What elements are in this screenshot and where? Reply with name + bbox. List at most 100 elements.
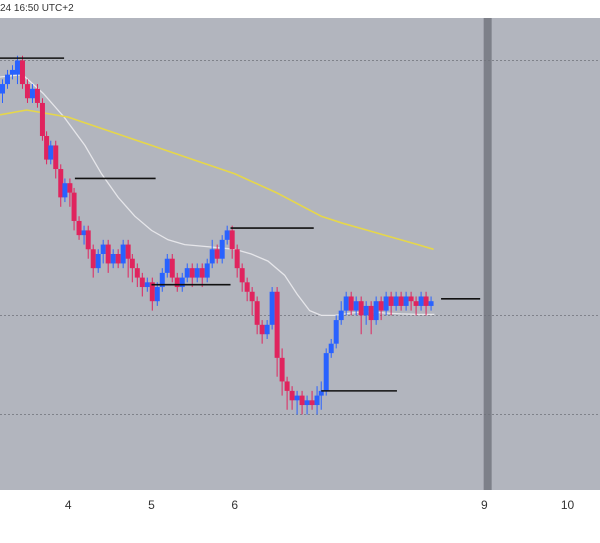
candle-body — [48, 145, 54, 160]
candle-body — [393, 296, 399, 306]
slow-moving-average-line — [0, 109, 434, 251]
candle-body — [403, 296, 409, 306]
candle-body — [9, 69, 15, 75]
candle-body — [304, 400, 310, 406]
candle-body — [14, 60, 20, 75]
candle-body — [323, 353, 329, 391]
candle-body — [115, 254, 121, 264]
candle-body — [219, 239, 225, 259]
candle-body — [214, 249, 220, 259]
price-chart-plot[interactable] — [0, 18, 600, 490]
candle-body — [284, 381, 290, 391]
candle-body — [269, 291, 275, 325]
candle-body — [254, 301, 260, 325]
candle-body — [418, 296, 424, 306]
candle-body — [62, 183, 68, 198]
candle-body — [348, 296, 354, 311]
candle-body — [209, 249, 215, 264]
candle-body — [294, 395, 300, 401]
candle-body — [24, 84, 30, 99]
candle-body — [184, 268, 190, 278]
candle-body — [44, 136, 50, 160]
candle-body — [144, 282, 150, 288]
candle-body — [328, 343, 334, 354]
candle-body — [81, 230, 87, 236]
candle-body — [39, 102, 45, 136]
candle-body — [229, 230, 235, 250]
candle-body — [76, 220, 82, 236]
candle-body — [264, 324, 270, 335]
candle-body — [100, 244, 106, 254]
candle-body — [373, 301, 379, 321]
candle-body — [398, 296, 404, 306]
candle-body — [67, 183, 73, 193]
candle-body — [423, 296, 429, 306]
candle-body — [19, 60, 25, 85]
candle-body — [383, 296, 389, 311]
candle-body — [279, 357, 285, 382]
candle-body — [169, 258, 175, 278]
candle-body — [343, 296, 349, 311]
candle-body — [71, 192, 77, 221]
candle-body — [164, 258, 170, 273]
candle-body — [314, 395, 320, 406]
candle-body — [105, 244, 111, 264]
x-tick-label: 6 — [231, 498, 239, 512]
candle-body — [234, 249, 240, 269]
x-tick-label: 10 — [560, 498, 575, 512]
candle-body — [179, 277, 185, 288]
candle-body — [120, 244, 126, 264]
candle-body — [309, 400, 315, 406]
candle-body — [388, 296, 394, 306]
candle-body — [224, 230, 230, 240]
candle-body — [139, 277, 145, 288]
chart-header: 24 16:50 UTC+2 — [0, 0, 600, 18]
candle-body — [299, 395, 305, 406]
candle-body — [29, 88, 35, 99]
candle-body — [134, 268, 140, 278]
candle-body — [363, 305, 369, 316]
candle-body — [53, 145, 59, 170]
candle-body — [318, 390, 324, 396]
candle-body — [244, 282, 250, 292]
candle-body — [199, 268, 205, 278]
x-tick-label: 4 — [64, 498, 72, 512]
candle-body — [95, 254, 101, 269]
candle-body — [353, 301, 359, 311]
candle-body — [90, 249, 96, 269]
candle-body — [333, 320, 339, 344]
candle-body — [413, 301, 419, 306]
timestamp-label: 24 16:50 UTC+2 — [0, 3, 74, 14]
candle-body — [194, 268, 200, 278]
x-tick-label: 9 — [480, 498, 488, 512]
plot-background — [0, 18, 600, 490]
candle-body — [378, 301, 384, 311]
candle-body — [428, 301, 434, 306]
candle-body — [85, 230, 91, 250]
candle-body — [408, 296, 414, 302]
x-axis: 4 5 6 9 10 — [0, 490, 600, 543]
x-tick-label: 5 — [148, 498, 155, 512]
candle-body — [110, 254, 116, 264]
candle-body — [249, 291, 255, 302]
candle-body — [274, 291, 280, 358]
candle-body — [149, 282, 155, 302]
candle-body — [239, 268, 245, 283]
candle-body — [0, 84, 5, 94]
candle-body — [125, 244, 131, 259]
candle-body — [189, 268, 195, 278]
candle-body — [289, 390, 295, 401]
candle-body — [259, 324, 265, 335]
candle-body — [338, 310, 344, 321]
candle-body — [204, 263, 210, 278]
candle-body — [358, 301, 364, 316]
candle-body — [159, 272, 165, 288]
candle-body — [174, 277, 180, 288]
candle-body — [34, 88, 40, 103]
candle-body — [58, 169, 64, 198]
candle-body — [368, 305, 374, 321]
candle-body — [129, 258, 135, 269]
candle-body — [4, 74, 10, 85]
highlight-band — [483, 18, 492, 490]
